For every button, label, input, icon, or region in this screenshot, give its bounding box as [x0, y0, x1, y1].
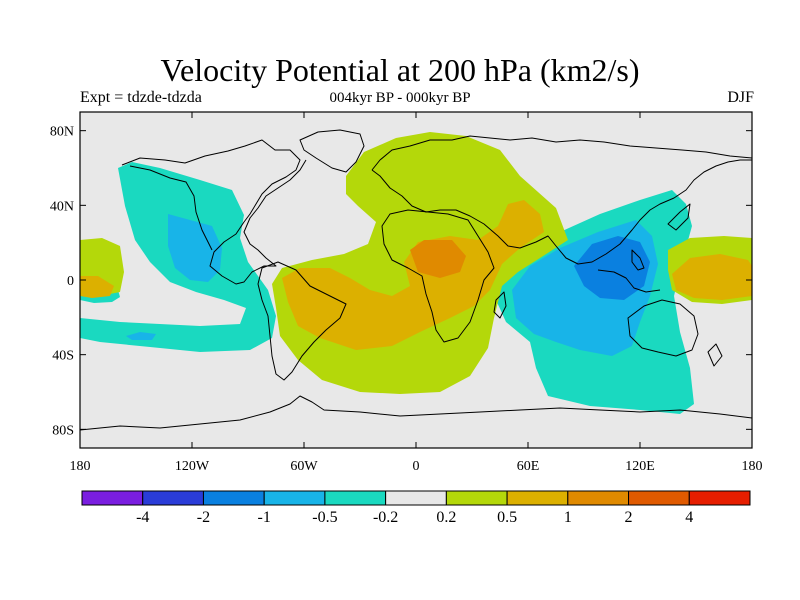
contour-gold-southamerica-africa: [282, 200, 544, 350]
lat-tick-label: 80S: [52, 423, 74, 438]
colorbar-swatch: [81, 490, 144, 506]
colorbar-label: -4: [136, 509, 149, 526]
map-area: [80, 112, 752, 448]
experiment-label: Expt = tdzde-tdzda: [80, 89, 202, 106]
colorbar-swatch: [142, 490, 204, 506]
contour-gold-westpacific: [672, 254, 752, 300]
season-label: DJF: [727, 89, 754, 106]
lon-tick-label: 120W: [175, 459, 210, 474]
colorbar-swatch: [324, 490, 387, 506]
lon-tick-label: 180: [70, 459, 91, 474]
colorbar-swatch: [688, 490, 751, 506]
colorbar-label: -2: [197, 509, 210, 526]
lon-tick-label: 180: [742, 459, 763, 474]
contour-blue-southpacific: [126, 332, 156, 340]
colorbar-label: 0.2: [436, 509, 456, 526]
colorbar-label: -0.2: [373, 509, 398, 526]
colorbar-swatch: [263, 490, 326, 506]
colorbar-label: -1: [258, 509, 271, 526]
lon-tick-label: 60E: [517, 459, 540, 474]
latitude-axis: 80N 40N 0 40S 80S: [50, 125, 752, 438]
contour-orange-africa: [410, 240, 466, 278]
colorbar-swatch: [567, 490, 630, 506]
longitude-axis: 180 120W 60W 0 60E 120E 180: [70, 112, 763, 474]
colorbar: -4 -2 -1 -0.5 -0.2 0.2 0.5 1 2 4: [81, 490, 751, 526]
contour-blue-eastpacific: [168, 214, 222, 282]
lat-tick-label: 80N: [50, 125, 74, 140]
lat-tick-label: 40N: [50, 199, 74, 214]
colorbar-label: -0.5: [312, 509, 337, 526]
colorbar-swatch: [506, 490, 569, 506]
plot-title: Velocity Potential at 200 hPa (km2/s): [160, 52, 640, 88]
contour-fills: [80, 132, 752, 414]
lon-tick-label: 60W: [290, 459, 318, 474]
lat-tick-label: 40S: [52, 349, 74, 364]
lat-tick-label: 0: [67, 274, 74, 289]
colorbar-label: 0.5: [497, 509, 517, 526]
colorbar-label: 2: [625, 509, 633, 526]
coastlines: [80, 129, 752, 431]
colorbar-label: 1: [564, 509, 572, 526]
period-label: 004kyr BP - 000kyr BP: [329, 90, 471, 106]
colorbar-swatch: [445, 490, 508, 506]
colorbar-swatch: [628, 490, 690, 506]
lon-tick-label: 120E: [625, 459, 655, 474]
lon-tick-label: 0: [413, 459, 420, 474]
colorbar-swatch: [202, 490, 265, 506]
contour-gold-dateline: [80, 276, 114, 298]
colorbar-swatch: [385, 490, 447, 506]
colorbar-label: 4: [685, 509, 693, 526]
